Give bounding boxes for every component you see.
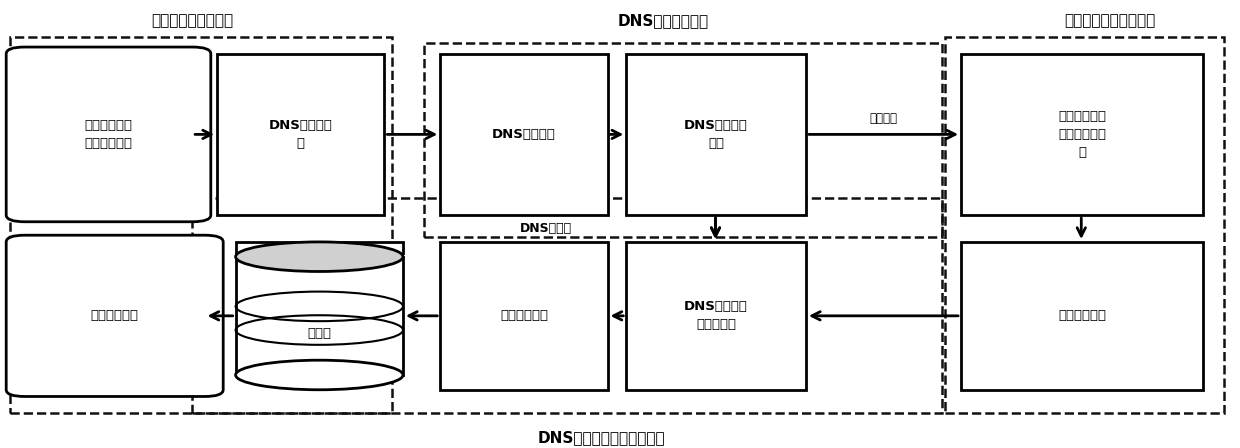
Text: DNS数据包队
列: DNS数据包队 列: [269, 119, 332, 150]
FancyBboxPatch shape: [6, 235, 223, 396]
Bar: [424, 43, 942, 237]
Text: DNS隧道木马流量检测模块: DNS隧道木马流量检测模块: [538, 431, 665, 446]
Text: 训练样本: 训练样本: [869, 112, 898, 125]
Text: 数据包采集整合模块: 数据包采集整合模块: [151, 13, 233, 28]
Bar: [626, 54, 806, 215]
FancyBboxPatch shape: [6, 47, 211, 222]
Text: DNS会话重组模块: DNS会话重组模块: [618, 13, 709, 28]
Bar: [440, 54, 608, 215]
Bar: [961, 242, 1203, 390]
Bar: [217, 54, 384, 215]
Ellipse shape: [236, 242, 403, 271]
Text: 用户管理界面: 用户管理界面: [91, 309, 139, 323]
Text: DNS会话重组: DNS会话重组: [492, 128, 556, 141]
Text: DNS会话评估
向量: DNS会话评估 向量: [684, 119, 748, 150]
Bar: [236, 242, 403, 375]
Bar: [10, 37, 392, 413]
Text: 数据库: 数据库: [308, 327, 331, 340]
Text: 生成随机森林: 生成随机森林: [1058, 309, 1106, 323]
Ellipse shape: [236, 360, 403, 390]
Text: 网络数据采集
和数据包过滤: 网络数据采集 和数据包过滤: [84, 119, 133, 150]
Bar: [626, 242, 806, 390]
Text: 随机森林分类训练模块: 随机森林分类训练模块: [1064, 13, 1156, 28]
Bar: [192, 198, 942, 413]
Text: 生成报警信息: 生成报警信息: [500, 309, 548, 323]
Bar: [440, 242, 608, 390]
Text: DNS隧道木马
检测分类器: DNS隧道木马 检测分类器: [684, 300, 748, 332]
Bar: [945, 37, 1224, 413]
Text: 基于随机森林
的分类学习方
法: 基于随机森林 的分类学习方 法: [1058, 110, 1106, 159]
Text: DNS白名单: DNS白名单: [520, 222, 572, 235]
Bar: [961, 54, 1203, 215]
